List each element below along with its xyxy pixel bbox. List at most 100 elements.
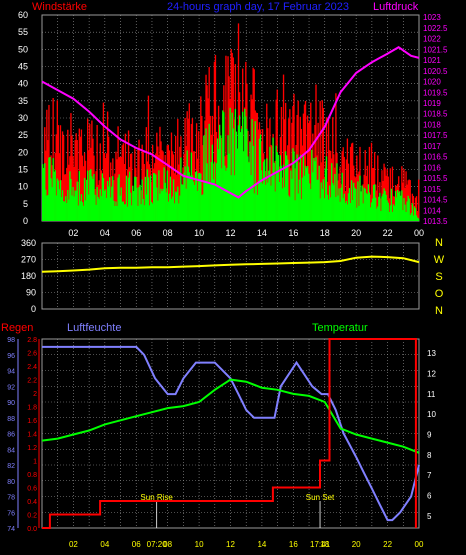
wind-avg-bar xyxy=(218,124,221,221)
wind-gust-bar xyxy=(124,133,127,221)
wind-avg-bar xyxy=(282,164,285,221)
wind-avg-bar xyxy=(353,182,355,221)
wind-avg-bar xyxy=(323,198,326,221)
wind-gust-bar xyxy=(387,176,389,221)
wind-avg-bar xyxy=(382,193,384,221)
sun-set-time: 17:41 xyxy=(310,540,331,549)
wind-y-tick-label: 55 xyxy=(18,27,28,37)
wind-avg-bar xyxy=(337,195,339,221)
wind-avg-bar xyxy=(181,184,183,221)
wind-avg-bar xyxy=(239,132,242,221)
x-tick-label: 18 xyxy=(320,228,330,238)
pressure-y-tick-label: 1020.5 xyxy=(423,67,448,76)
wind-avg-bar xyxy=(159,193,161,221)
humidity-y-tick-label: 74 xyxy=(7,526,15,533)
wind-y-tick-label: 45 xyxy=(18,62,28,72)
wind-y-tick-label: 5 xyxy=(23,199,28,209)
wind-avg-bar xyxy=(142,199,144,221)
wind-avg-bar xyxy=(228,153,230,221)
pressure-y-tick-label: 1022 xyxy=(423,35,441,44)
wind-gust-bar xyxy=(188,103,190,221)
wind-gust-bar xyxy=(388,198,390,221)
wind-avg-bar xyxy=(223,112,225,221)
wind-avg-bar xyxy=(126,206,129,221)
wind-avg-bar xyxy=(407,195,409,221)
wind-gust-bar xyxy=(129,153,132,221)
wind-gust-bar xyxy=(315,84,317,221)
wind-gust-bar xyxy=(228,76,230,221)
wind-avg-bar xyxy=(288,195,290,221)
wind-gust-bar xyxy=(99,143,101,221)
wind-gust-bar xyxy=(335,93,337,221)
wind-avg-bar xyxy=(359,175,361,221)
wind-gust-bar xyxy=(115,151,117,221)
wind-avg-bar xyxy=(272,137,274,221)
wind-gust-bar xyxy=(105,153,108,221)
humidity-y-tick-label: 80 xyxy=(7,479,15,486)
x-tick-label: 12 xyxy=(225,228,235,238)
wind-gust-bar xyxy=(303,104,306,221)
wind-avg-bar xyxy=(105,197,108,221)
wind-avg-bar xyxy=(221,168,223,221)
rain-line xyxy=(42,338,417,529)
wind-avg-bar xyxy=(132,185,134,221)
wind-avg-bar xyxy=(377,206,379,221)
wind-avg-bar xyxy=(335,197,337,221)
wind-avg-bar xyxy=(333,185,335,221)
wind-avg-bar xyxy=(297,193,299,221)
pressure-y-tick-label: 1014 xyxy=(423,206,441,215)
wind-gust-bar xyxy=(332,117,334,221)
wind-y-tick-label: 20 xyxy=(18,147,28,157)
wind-gust-bar xyxy=(343,156,345,221)
wind-avg-bar xyxy=(101,173,104,221)
wind-gust-bar xyxy=(170,132,173,221)
wind-avg-bar xyxy=(415,215,418,221)
wind-avg-bar xyxy=(244,108,246,221)
wind-avg-bar xyxy=(336,163,338,221)
wind-avg-bar xyxy=(103,190,106,221)
wind-avg-bar xyxy=(365,193,367,221)
wind-avg-bar xyxy=(276,152,278,221)
wind-avg-bar xyxy=(74,190,76,221)
wind-avg-bar xyxy=(104,189,107,221)
wind-avg-bar xyxy=(325,156,328,221)
wind-avg-bar xyxy=(255,183,257,221)
wind-gust-bar xyxy=(137,149,139,221)
wind-avg-bar xyxy=(313,158,315,221)
wind-avg-bar xyxy=(215,163,218,221)
wind-gust-bar xyxy=(121,145,123,221)
wind-avg-bar xyxy=(332,182,334,221)
x-tick-label: 10 xyxy=(195,540,204,549)
wind-avg-bar xyxy=(165,192,167,221)
wind-gust-bar xyxy=(66,167,68,221)
wind-avg-bar xyxy=(48,157,50,221)
wind-avg-bar xyxy=(144,176,146,221)
wind-gust-bar xyxy=(162,151,164,221)
wind-avg-bar xyxy=(237,125,240,221)
wind-avg-bar xyxy=(315,157,317,221)
wind-avg-bar xyxy=(235,131,238,221)
wind-avg-bar xyxy=(56,178,59,221)
wind-gust-bar xyxy=(288,118,290,221)
wind-gust-bar xyxy=(282,74,285,222)
wind-avg-bar xyxy=(222,110,224,221)
wind-avg-bar xyxy=(378,196,380,221)
wind-avg-bar xyxy=(206,163,208,221)
wind-avg-bar xyxy=(312,172,314,221)
wind-gust-bar xyxy=(310,102,312,221)
wind-avg-bar xyxy=(163,167,165,221)
wind-gust-bar xyxy=(150,181,153,221)
x-tick-label: 08 xyxy=(163,228,173,238)
wind-avg-bar xyxy=(67,189,69,221)
wind-avg-bar xyxy=(366,194,368,221)
wind-gust-bar xyxy=(75,133,77,221)
wind-avg-bar xyxy=(99,189,101,221)
wind-gust-bar xyxy=(346,138,349,221)
wind-avg-bar xyxy=(94,194,96,221)
wind-avg-bar xyxy=(277,154,279,221)
wind-avg-bar xyxy=(133,191,135,221)
wind-avg-bar xyxy=(356,207,358,221)
wind-avg-bar xyxy=(158,170,160,221)
wind-gust-bar xyxy=(389,168,392,221)
humidity-y-tick-label: 86 xyxy=(7,432,15,439)
